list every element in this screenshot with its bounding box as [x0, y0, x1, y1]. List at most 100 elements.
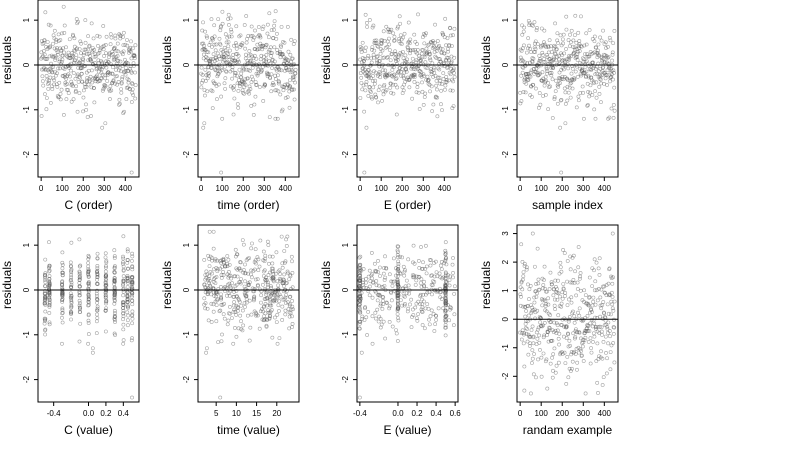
data-point [566, 375, 571, 380]
data-point [215, 269, 220, 274]
data-point [86, 321, 91, 325]
data-point [231, 303, 236, 308]
data-point [130, 395, 134, 400]
data-point [278, 294, 283, 299]
data-point [395, 248, 400, 253]
data-point [247, 338, 252, 343]
data-point [211, 277, 216, 282]
data-point [426, 77, 431, 82]
data-point [244, 300, 249, 305]
data-point [267, 115, 272, 120]
data-point [573, 269, 577, 274]
data-point [424, 52, 429, 57]
data-point [596, 266, 601, 271]
data-point [42, 38, 47, 43]
data-point [267, 316, 272, 321]
data-point [207, 71, 211, 75]
data-point [609, 75, 614, 79]
data-point [290, 321, 295, 326]
data-point [612, 108, 617, 113]
data-point [426, 306, 431, 311]
data-point [541, 351, 546, 356]
data-point [441, 32, 445, 37]
data-point [546, 80, 550, 85]
data-point [86, 68, 91, 73]
data-point [606, 311, 611, 316]
data-point [90, 50, 95, 55]
data-point [125, 280, 130, 285]
data-point [372, 81, 377, 86]
data-point [113, 311, 117, 316]
data-point [594, 327, 598, 331]
x-axis-label: randam example [523, 423, 613, 437]
data-point [265, 239, 270, 244]
data-point [574, 293, 579, 298]
data-point [583, 62, 588, 67]
data-point [289, 37, 294, 42]
data-point [225, 51, 230, 56]
data-point [396, 262, 401, 266]
data-point [541, 283, 546, 287]
data-point [570, 366, 574, 371]
data-point [538, 320, 543, 325]
data-point [120, 75, 125, 79]
data-point [519, 99, 524, 103]
data-point [582, 338, 587, 343]
data-point [536, 357, 540, 362]
data-point [125, 38, 129, 42]
data-point [609, 68, 614, 73]
data-point [585, 314, 590, 318]
data-point [597, 272, 602, 277]
data-point [577, 39, 582, 43]
data-point [92, 86, 96, 91]
data-point [289, 65, 294, 70]
data-point [376, 319, 381, 324]
data-point [211, 309, 216, 314]
data-point [223, 76, 228, 81]
data-point [374, 283, 379, 288]
data-point [232, 96, 237, 101]
data-point [564, 381, 569, 386]
data-point [529, 303, 534, 308]
data-point [255, 277, 260, 282]
data-point [288, 310, 293, 315]
data-point [605, 356, 609, 361]
data-point [223, 32, 228, 37]
data-point [47, 303, 52, 308]
data-point [228, 273, 233, 278]
data-point [577, 49, 582, 53]
data-point [243, 56, 248, 61]
data-point [606, 330, 610, 335]
data-point [591, 81, 596, 86]
data-point [396, 316, 400, 320]
data-point [60, 291, 65, 296]
data-point [69, 268, 73, 273]
data-point [201, 20, 205, 25]
data-point [542, 28, 547, 33]
data-point [528, 391, 533, 396]
data-point [422, 41, 427, 46]
data-point [108, 84, 113, 89]
y-axis-label: residuals [160, 261, 174, 309]
data-point [278, 49, 282, 54]
data-point [51, 76, 56, 81]
data-point [605, 72, 610, 77]
data-point [231, 112, 236, 117]
data-point [527, 43, 531, 48]
data-point [433, 322, 438, 327]
data-point [600, 356, 605, 361]
y-tick-label: -1 [182, 106, 191, 114]
data-point [587, 275, 592, 280]
data-point [571, 77, 576, 82]
data-point [544, 66, 549, 71]
data-point [131, 64, 136, 68]
data-point [376, 292, 381, 297]
data-point [103, 283, 108, 288]
data-point [248, 69, 252, 73]
data-point [446, 303, 450, 308]
x-tick-label: 100 [56, 184, 70, 193]
data-point [597, 84, 602, 89]
data-point [447, 318, 452, 323]
data-point [429, 258, 433, 263]
data-point [357, 310, 362, 315]
